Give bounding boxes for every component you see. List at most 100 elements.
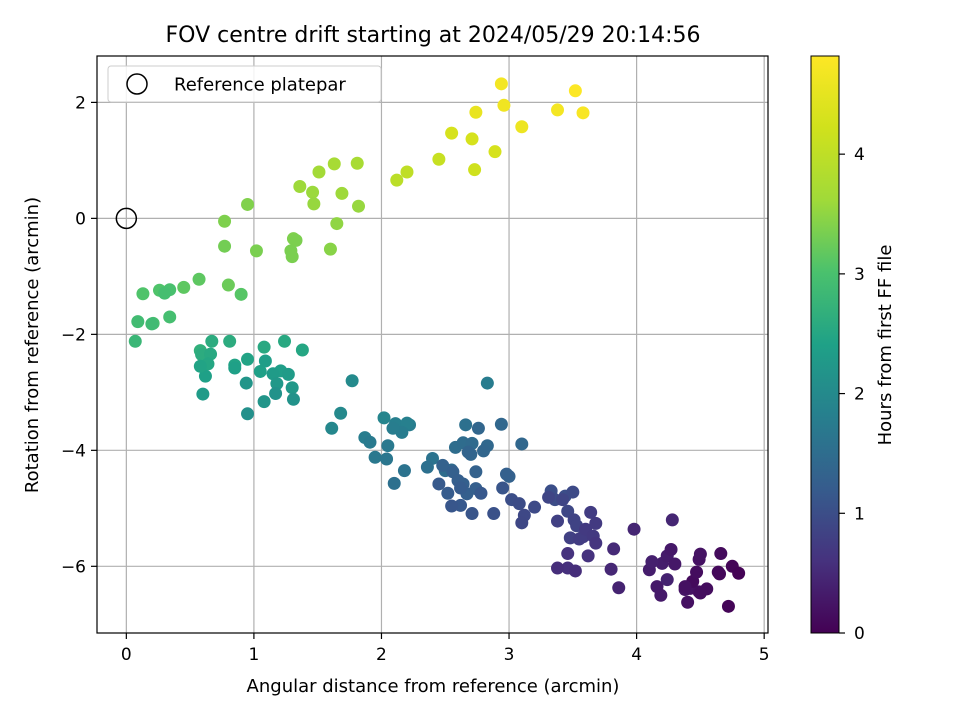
data-point — [198, 369, 212, 383]
data-point — [480, 376, 494, 390]
data-point — [561, 547, 575, 561]
data-point — [289, 233, 303, 247]
data-point — [581, 549, 595, 563]
x-tick-label: 3 — [504, 645, 515, 665]
data-point — [690, 565, 704, 579]
data-point — [566, 485, 580, 499]
data-point — [465, 132, 479, 146]
plot-frame — [96, 55, 769, 634]
y-tick-label: 2 — [75, 93, 86, 113]
data-point — [551, 514, 565, 528]
data-point — [551, 103, 565, 117]
data-point — [681, 595, 695, 609]
data-point — [325, 421, 339, 435]
data-point — [258, 354, 272, 368]
data-point — [650, 580, 664, 594]
data-point — [589, 536, 603, 550]
y-tick-label: −4 — [61, 441, 86, 461]
legend-box — [107, 65, 382, 103]
x-tick-label: 1 — [248, 645, 259, 665]
data-point — [494, 417, 508, 431]
data-point — [390, 173, 404, 187]
data-point — [204, 347, 218, 361]
colorbar-tick-label: 0 — [854, 624, 865, 644]
x-tick-label: 2 — [376, 645, 387, 665]
data-point — [368, 450, 382, 464]
data-point — [257, 395, 271, 409]
data-point — [363, 435, 377, 449]
x-axis-ticks: 0 1 2 3 4 5 — [121, 633, 770, 665]
data-point — [721, 599, 735, 613]
data-point — [249, 244, 263, 258]
data-point — [499, 467, 513, 481]
data-point — [241, 197, 255, 211]
data-point — [494, 77, 508, 91]
data-point — [584, 505, 598, 519]
data-point — [345, 374, 359, 388]
data-point — [660, 573, 674, 587]
data-point — [223, 334, 237, 348]
data-point — [380, 452, 394, 466]
data-point — [327, 157, 341, 171]
data-point — [469, 105, 483, 119]
data-point — [497, 98, 511, 112]
x-tick-label: 5 — [759, 645, 770, 665]
data-point — [177, 280, 191, 294]
data-point — [664, 542, 678, 556]
colorbar-tick-label: 2 — [854, 385, 865, 405]
data-point — [551, 561, 565, 575]
data-point — [400, 165, 414, 179]
data-point — [196, 387, 210, 401]
x-axis-label: Angular distance from reference (arcmin) — [247, 676, 620, 697]
data-point — [145, 317, 159, 331]
reference-platepar-point — [115, 207, 138, 230]
data-point — [278, 334, 292, 348]
data-point — [377, 411, 391, 425]
data-point — [612, 581, 626, 595]
legend-marker-circle-icon — [126, 73, 148, 95]
data-point — [270, 377, 284, 391]
data-point — [607, 542, 621, 556]
colorbar-tick-label: 3 — [854, 265, 865, 285]
data-point — [459, 418, 473, 432]
data-point — [192, 272, 206, 286]
data-point — [306, 185, 320, 199]
y-tick-label: −2 — [61, 325, 86, 345]
data-point — [193, 359, 207, 373]
y-axis-label: Rotation from reference (arcmin) — [22, 197, 43, 493]
data-point — [732, 566, 746, 580]
data-point — [512, 497, 526, 511]
data-point — [465, 507, 479, 521]
data-point — [352, 199, 366, 213]
data-point — [295, 343, 309, 357]
data-point — [312, 165, 326, 179]
data-point — [432, 477, 446, 491]
data-point — [714, 547, 728, 561]
data-point — [713, 567, 727, 581]
data-point — [253, 364, 267, 378]
data-point — [436, 458, 450, 472]
data-point — [257, 340, 271, 354]
colorbar — [810, 55, 840, 634]
data-point — [420, 460, 434, 474]
data-point — [158, 286, 172, 300]
data-point — [515, 437, 529, 451]
data-point — [645, 555, 659, 569]
x-tick-label: 0 — [121, 645, 132, 665]
y-tick-label: −6 — [61, 557, 86, 577]
data-point — [397, 464, 411, 478]
data-point — [604, 562, 618, 576]
colorbar-tick-label: 4 — [854, 145, 865, 165]
data-point — [556, 493, 570, 507]
data-point — [542, 490, 556, 504]
y-tick-label: 0 — [75, 209, 86, 229]
data-point — [386, 421, 400, 435]
data-point — [515, 516, 529, 530]
data-point — [285, 250, 299, 264]
data-point — [228, 361, 242, 375]
data-point — [441, 486, 455, 500]
data-point — [241, 407, 255, 421]
data-point — [487, 507, 501, 521]
data-point — [218, 214, 232, 228]
